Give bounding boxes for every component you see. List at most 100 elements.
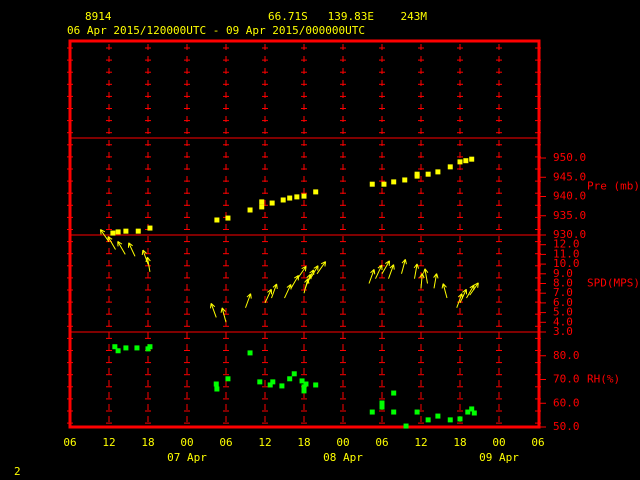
y-tick-label: 935.0 xyxy=(553,209,586,222)
y-tick-label: 11.0 xyxy=(553,247,580,260)
y-axis-label: Pre (mb) xyxy=(587,180,640,193)
arrow-shape xyxy=(210,302,217,318)
data-point xyxy=(465,409,471,415)
data-point xyxy=(135,228,141,234)
wind-arrow xyxy=(433,273,439,289)
x-tick-label: 18 xyxy=(297,436,310,449)
wind-arrow xyxy=(271,283,278,299)
arrow-shape xyxy=(127,242,136,257)
data-point xyxy=(280,197,286,203)
date-label: 08 Apr xyxy=(323,451,363,464)
y-tick-label: 5.0 xyxy=(553,306,573,319)
wind-arrow xyxy=(422,268,429,284)
x-tick-label: 00 xyxy=(492,436,505,449)
data-point xyxy=(269,200,275,206)
data-point xyxy=(259,204,265,210)
data-point xyxy=(147,344,153,350)
y-tick-label: 950.0 xyxy=(553,151,586,164)
date-label: 07 Apr xyxy=(167,451,207,464)
data-point xyxy=(301,388,307,394)
y-tick-label: 7.0 xyxy=(553,286,573,299)
wind-arrow xyxy=(145,256,151,272)
wind-arrow xyxy=(284,284,292,299)
data-point xyxy=(471,410,477,416)
arrow-shape xyxy=(220,307,227,323)
data-point xyxy=(299,378,305,384)
arrow-shape xyxy=(284,284,292,299)
wind-arrow xyxy=(297,265,307,279)
wind-arrow xyxy=(310,265,319,279)
wind-arrow xyxy=(388,264,395,279)
data-point xyxy=(115,229,121,235)
x-tick-label: 06 xyxy=(219,436,232,449)
data-point xyxy=(381,181,387,187)
wind-arrow xyxy=(117,240,126,255)
data-point xyxy=(301,384,307,390)
data-point xyxy=(447,164,453,170)
arrow-shape xyxy=(441,283,448,299)
arrow-shape xyxy=(413,263,420,279)
data-point xyxy=(402,177,408,183)
data-point xyxy=(313,189,319,195)
wind-arrow xyxy=(401,258,407,274)
arrow-shape xyxy=(107,236,116,250)
data-point xyxy=(270,379,276,385)
arrow-shape xyxy=(145,256,151,272)
station-id: 8914 xyxy=(85,10,112,23)
data-point xyxy=(391,390,397,396)
data-point xyxy=(257,379,263,385)
arrow-shape xyxy=(388,264,395,279)
data-point xyxy=(457,159,463,165)
data-point xyxy=(313,382,319,388)
arrow-shape xyxy=(422,268,429,284)
data-point xyxy=(447,417,453,423)
x-tick-label: 12 xyxy=(258,436,271,449)
data-point xyxy=(247,350,253,356)
data-point xyxy=(287,376,293,382)
x-tick-label: 00 xyxy=(336,436,349,449)
wind-arrow xyxy=(413,263,420,279)
arrow-shape xyxy=(381,260,390,275)
period: 06 Apr 2015/120000UTC - 09 Apr 2015/0000… xyxy=(67,24,365,37)
frame xyxy=(68,39,541,429)
arrow-shape xyxy=(245,293,252,308)
arrow-shape xyxy=(99,229,110,243)
data-point xyxy=(403,423,409,429)
y-tick-label: 9.0 xyxy=(553,267,573,280)
wind-arrow xyxy=(107,236,116,250)
data-point xyxy=(115,348,121,354)
y-tick-label: 4.0 xyxy=(553,315,573,328)
data-point xyxy=(391,179,397,185)
arrow-shape xyxy=(375,264,383,279)
x-tick-label: 06 xyxy=(63,436,76,449)
wind-arrow xyxy=(141,249,149,265)
wind-arrow xyxy=(127,242,136,257)
arrow-shape xyxy=(271,283,278,299)
wind-arrow xyxy=(245,293,252,308)
data-point xyxy=(134,345,140,351)
x-tick-label: 06 xyxy=(375,436,388,449)
data-point xyxy=(435,413,441,419)
arrow-shape xyxy=(419,273,425,289)
data-point xyxy=(391,409,397,415)
arrow-shape xyxy=(264,288,273,304)
y-tick-label: 50.0 xyxy=(553,420,580,433)
data-point xyxy=(303,381,309,387)
arrow-shape xyxy=(310,265,319,279)
data-point xyxy=(414,409,420,415)
y-tick-label: 80.0 xyxy=(553,349,580,362)
data-point xyxy=(469,406,475,412)
data-point xyxy=(425,171,431,177)
y-tick-label: 12.0 xyxy=(553,238,580,251)
data-point xyxy=(369,181,375,187)
arrow-shape xyxy=(141,249,149,265)
wind-arrow xyxy=(381,260,390,275)
data-point xyxy=(110,230,116,236)
data-point xyxy=(379,404,385,410)
wind-arrow xyxy=(99,229,110,243)
data-point xyxy=(214,217,220,223)
x-tick-label: 12 xyxy=(414,436,427,449)
wind-arrow xyxy=(316,261,327,275)
x-tick-label: 06 xyxy=(531,436,544,449)
date-label: 09 Apr xyxy=(479,451,519,464)
